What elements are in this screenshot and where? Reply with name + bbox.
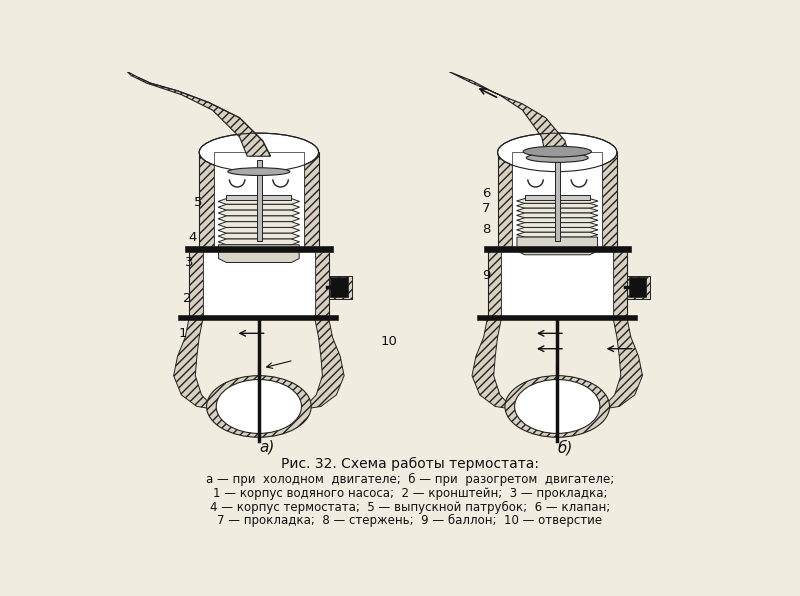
Text: а — при  холодном  двигателе;  б — при  разогретом  двигателе;: а — при холодном двигателе; б — при разо… [206,473,614,486]
Bar [329,275,352,299]
Polygon shape [517,198,598,203]
Polygon shape [218,233,299,239]
Text: 9: 9 [482,269,490,282]
Ellipse shape [514,380,600,433]
Polygon shape [218,222,299,228]
Text: 7 — прокладка;  8 — стержень;  9 — баллон;  10 — отверстие: 7 — прокладка; 8 — стержень; 9 — баллон;… [218,514,602,527]
Polygon shape [218,216,299,222]
Ellipse shape [505,375,610,437]
Text: а): а) [259,440,274,455]
Ellipse shape [216,380,302,433]
Text: 6: 6 [482,187,490,200]
Polygon shape [613,249,627,318]
Text: 7: 7 [482,202,490,215]
Ellipse shape [206,375,311,437]
Text: б): б) [558,439,573,455]
Polygon shape [569,318,642,426]
Polygon shape [517,237,598,254]
Polygon shape [314,249,329,318]
Ellipse shape [526,153,588,162]
Polygon shape [472,318,546,426]
Polygon shape [127,72,270,156]
Polygon shape [218,239,299,245]
Text: 8: 8 [482,223,490,236]
Bar [502,249,613,318]
Bar [512,153,602,249]
Text: 10: 10 [381,334,398,347]
Polygon shape [517,232,598,237]
Ellipse shape [199,133,318,172]
Polygon shape [487,249,502,318]
Bar [226,195,291,200]
Polygon shape [602,153,617,249]
Text: Рис. 32. Схема работы термостата:: Рис. 32. Схема работы термостата: [281,457,539,471]
Polygon shape [218,198,299,204]
Bar [629,277,646,297]
Bar [525,195,590,200]
Polygon shape [498,153,512,249]
Polygon shape [517,218,598,223]
Polygon shape [199,153,214,249]
Polygon shape [304,153,318,249]
Polygon shape [517,208,598,213]
Polygon shape [517,203,598,208]
Polygon shape [218,210,299,216]
Polygon shape [517,213,598,218]
Bar [555,160,560,241]
Bar [186,246,333,252]
Bar [484,246,631,252]
Ellipse shape [498,133,617,172]
Bar [214,153,304,249]
Text: 2: 2 [183,292,191,305]
Text: 1 — корпус водяного насоса;  2 — кронштейн;  3 — прокладка;: 1 — корпус водяного насоса; 2 — кронштей… [213,487,607,500]
Polygon shape [218,204,299,210]
Text: 1: 1 [178,327,187,340]
Text: 5: 5 [194,196,202,209]
Polygon shape [189,249,203,318]
Polygon shape [174,318,247,426]
Polygon shape [270,318,344,426]
Polygon shape [218,245,299,262]
Ellipse shape [523,146,591,157]
Text: 4: 4 [189,231,197,244]
Polygon shape [218,228,299,233]
Text: 3: 3 [185,256,193,269]
Bar [257,160,262,241]
Polygon shape [449,72,569,156]
Text: 4 — корпус термостата;  5 — выпускной патрубок;  6 — клапан;: 4 — корпус термостата; 5 — выпускной пат… [210,501,610,514]
Polygon shape [517,223,598,228]
Polygon shape [517,228,598,232]
Ellipse shape [228,167,290,175]
Bar [203,249,314,318]
Bar [627,275,650,299]
Bar [330,277,348,297]
